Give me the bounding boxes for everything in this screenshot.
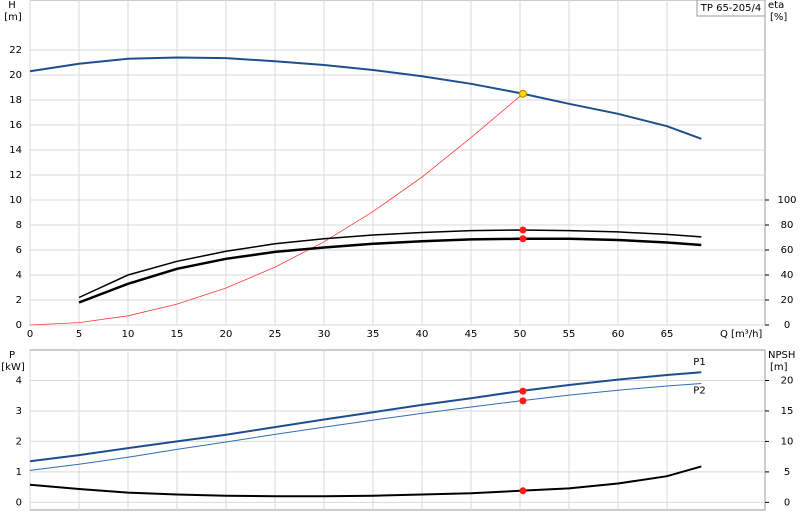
y-tick-label: 22 xyxy=(9,45,22,56)
y2-tick-label: 80 xyxy=(781,220,794,231)
curve xyxy=(29,371,702,463)
y-axis-label: P xyxy=(9,350,15,361)
y2-tick-label: 100 xyxy=(777,195,796,206)
y-tick-label: 2 xyxy=(16,436,22,447)
y2-tick-label: 60 xyxy=(781,245,794,256)
y2-axis-label: eta xyxy=(768,0,784,11)
y-tick-label: 3 xyxy=(16,406,22,417)
curve xyxy=(29,56,702,140)
y2-tick-label: 0 xyxy=(784,497,790,508)
plot-area xyxy=(29,349,766,511)
y-tick-label: 12 xyxy=(9,170,22,181)
curve xyxy=(78,237,702,304)
duty-point xyxy=(519,235,527,243)
y-tick-label: 1 xyxy=(16,467,22,478)
y-tick-label: 10 xyxy=(9,195,22,206)
x-axis-label: Q [m³/h] xyxy=(720,329,762,340)
y2-axis-unit: [%] xyxy=(770,12,787,23)
plot-area xyxy=(29,0,766,326)
model-label: TP 65-205/4 xyxy=(700,3,761,14)
y-tick-label: 4 xyxy=(16,270,22,281)
y2-axis-unit: [m] xyxy=(770,362,788,373)
y2-tick-label: 20 xyxy=(781,375,794,386)
duty-point xyxy=(519,387,527,395)
x-tick-label: 45 xyxy=(465,329,478,340)
y2-tick-label: 0 xyxy=(784,320,790,331)
y2-tick-label: 40 xyxy=(781,270,794,281)
curve xyxy=(78,229,702,299)
y-axis-label: H xyxy=(8,0,16,11)
y-tick-label: 6 xyxy=(16,245,22,256)
y-tick-label: 20 xyxy=(9,70,22,81)
x-tick-label: 20 xyxy=(220,329,233,340)
duty-point xyxy=(519,226,527,234)
y-tick-label: 8 xyxy=(16,220,22,231)
y-tick-label: 14 xyxy=(9,145,22,156)
y2-tick-label: 5 xyxy=(784,467,790,478)
y2-tick-label: 10 xyxy=(781,436,794,447)
y-tick-label: 2 xyxy=(16,295,22,306)
x-tick-label: 55 xyxy=(563,329,576,340)
x-tick-label: 30 xyxy=(318,329,331,340)
curve xyxy=(29,465,702,498)
x-tick-label: 0 xyxy=(27,329,33,340)
x-tick-label: 65 xyxy=(661,329,674,340)
y-tick-label: 0 xyxy=(16,497,22,508)
duty-point xyxy=(519,397,527,405)
x-tick-label: 60 xyxy=(612,329,625,340)
x-tick-label: 25 xyxy=(269,329,282,340)
y-tick-label: 0 xyxy=(16,320,22,331)
x-tick-label: 50 xyxy=(514,329,527,340)
x-tick-label: 5 xyxy=(76,329,82,340)
y-tick-label: 18 xyxy=(9,95,22,106)
y-axis-unit: [m] xyxy=(4,12,22,23)
y2-tick-label: 20 xyxy=(781,295,794,306)
curve-label: P1 xyxy=(693,357,705,368)
x-tick-label: 35 xyxy=(367,329,380,340)
x-tick-label: 15 xyxy=(171,329,184,340)
y-axis-unit: [kW] xyxy=(1,362,25,373)
model-label-box xyxy=(696,0,766,17)
y2-tick-label: 15 xyxy=(781,406,794,417)
duty-point xyxy=(519,487,527,495)
x-tick-label: 10 xyxy=(122,329,135,340)
x-tick-label: 40 xyxy=(416,329,429,340)
duty-point xyxy=(518,89,527,98)
y-tick-label: 4 xyxy=(16,375,22,386)
curve xyxy=(29,93,524,326)
curve xyxy=(29,383,702,471)
y2-axis-label: NPSH xyxy=(768,350,795,361)
curve-label: P2 xyxy=(693,386,705,397)
y-tick-label: 16 xyxy=(9,120,22,131)
